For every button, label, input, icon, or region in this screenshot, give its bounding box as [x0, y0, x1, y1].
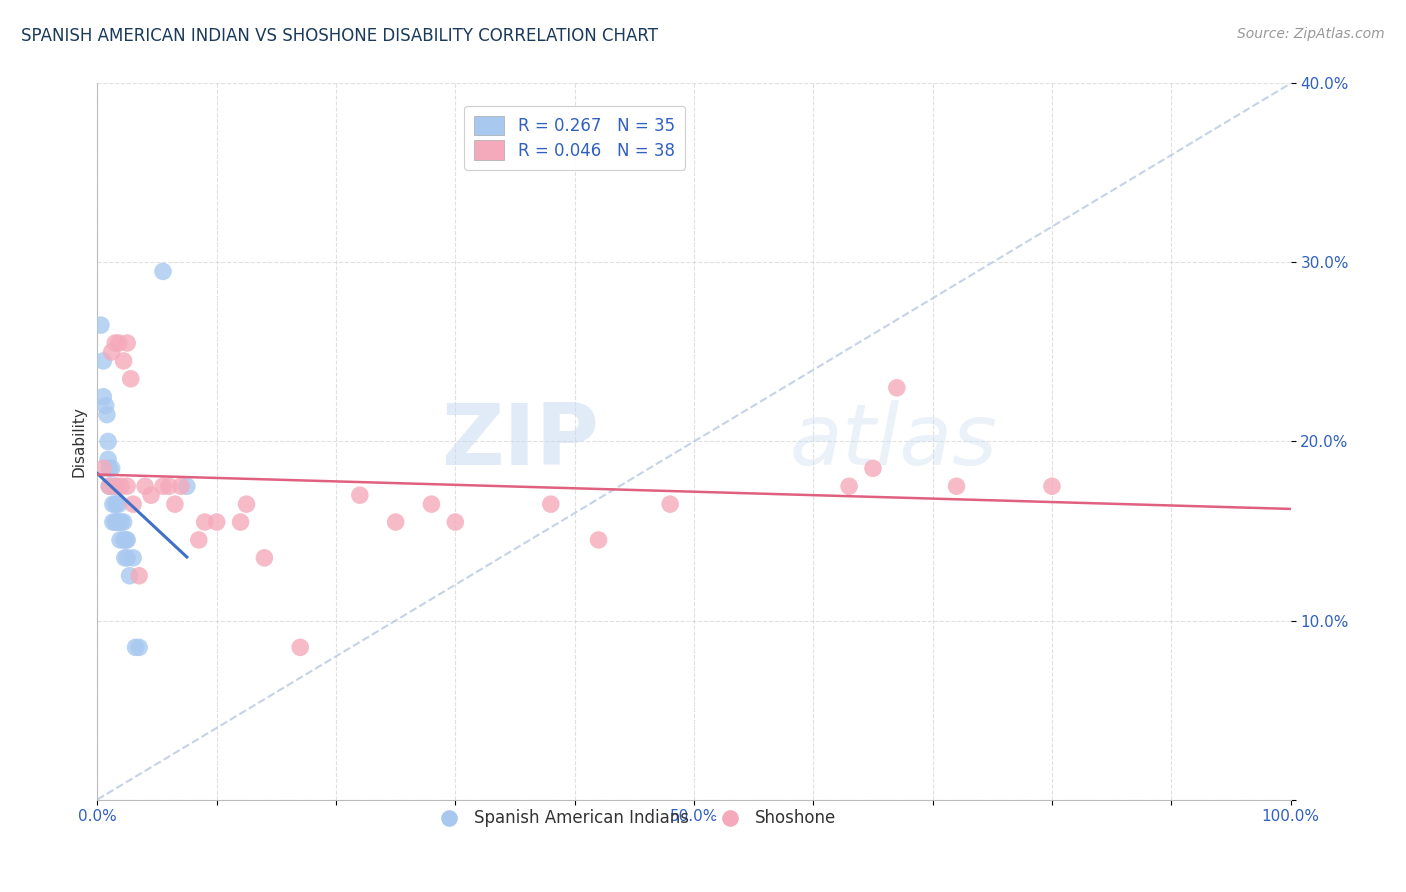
Legend: Spanish American Indians, Shoshone: Spanish American Indians, Shoshone: [426, 803, 844, 834]
Text: Source: ZipAtlas.com: Source: ZipAtlas.com: [1237, 27, 1385, 41]
Point: [163, 497, 186, 511]
Point: [101, 497, 124, 511]
Point: [107, 515, 129, 529]
Point: [205, 515, 228, 529]
Point: [253, 550, 276, 565]
Point: [384, 515, 406, 529]
Point: [128, 568, 150, 582]
Point: [235, 497, 257, 511]
Point: [115, 533, 138, 547]
Point: [444, 515, 467, 529]
Point: [120, 372, 142, 386]
Point: [152, 479, 174, 493]
Point: [110, 479, 132, 493]
Point: [122, 497, 145, 511]
Point: [97, 452, 120, 467]
Point: [98, 479, 121, 493]
Point: [290, 640, 312, 655]
Point: [112, 533, 135, 547]
Point: [134, 479, 156, 493]
Text: ZIP: ZIP: [440, 400, 599, 483]
Point: [115, 533, 138, 547]
Point: [104, 479, 127, 493]
Point: [862, 461, 884, 475]
Point: [105, 515, 128, 529]
Point: [115, 550, 138, 565]
Point: [118, 568, 141, 582]
Point: [90, 318, 112, 332]
Point: [108, 336, 131, 351]
Point: [101, 515, 124, 529]
Point: [105, 479, 128, 493]
Point: [100, 345, 122, 359]
Point: [152, 264, 174, 278]
Point: [157, 479, 180, 493]
Point: [176, 479, 198, 493]
Point: [110, 515, 132, 529]
Text: SPANISH AMERICAN INDIAN VS SHOSHONE DISABILITY CORRELATION CHART: SPANISH AMERICAN INDIAN VS SHOSHONE DISA…: [21, 27, 658, 45]
Point: [115, 479, 138, 493]
Point: [170, 479, 193, 493]
Point: [108, 515, 131, 529]
Point: [100, 479, 122, 493]
Point: [349, 488, 371, 502]
Point: [588, 533, 610, 547]
Point: [91, 390, 114, 404]
Point: [945, 479, 967, 493]
Point: [98, 461, 121, 475]
Y-axis label: Disability: Disability: [72, 406, 86, 477]
Point: [540, 497, 562, 511]
Point: [108, 533, 131, 547]
Point: [91, 461, 114, 475]
Point: [229, 515, 252, 529]
Point: [105, 497, 128, 511]
Point: [886, 381, 908, 395]
Point: [108, 497, 131, 511]
Point: [128, 640, 150, 655]
Point: [104, 515, 127, 529]
Point: [659, 497, 682, 511]
Point: [112, 515, 135, 529]
Point: [114, 550, 136, 565]
Point: [115, 336, 138, 351]
Point: [94, 399, 117, 413]
Text: atlas: atlas: [789, 400, 997, 483]
Point: [1040, 479, 1063, 493]
Point: [122, 550, 145, 565]
Point: [139, 488, 162, 502]
Point: [194, 515, 217, 529]
Point: [104, 497, 127, 511]
Point: [112, 354, 135, 368]
Point: [100, 461, 122, 475]
Point: [96, 408, 118, 422]
Point: [98, 479, 121, 493]
Point: [104, 336, 127, 351]
Point: [97, 434, 120, 449]
Point: [838, 479, 860, 493]
Point: [420, 497, 443, 511]
Point: [187, 533, 209, 547]
Point: [124, 640, 146, 655]
Point: [91, 354, 114, 368]
